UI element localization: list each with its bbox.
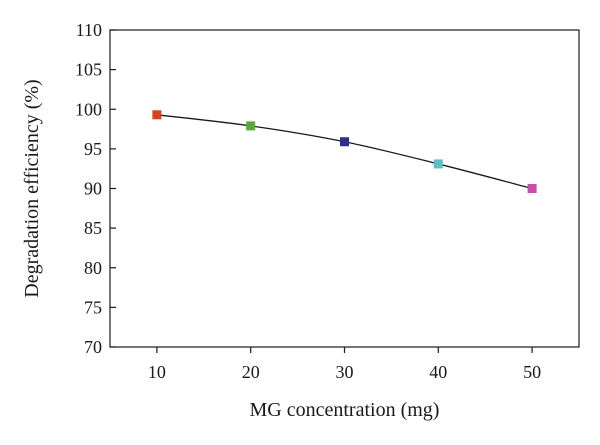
- y-axis: 70 75 80 85 90 95 100 105 110: [75, 20, 116, 357]
- y-tick-label: 100: [75, 99, 102, 119]
- y-tick-label: 90: [84, 179, 102, 199]
- x-axis: 10 20 30 40 50: [148, 347, 541, 382]
- x-tick-label: 20: [242, 362, 260, 382]
- y-tick-label: 75: [84, 297, 102, 317]
- data-point-marker: [340, 137, 349, 147]
- y-tick-label: 105: [75, 60, 102, 80]
- data-point-marker: [527, 184, 537, 193]
- x-tick-label: 10: [148, 362, 166, 382]
- y-tick-label: 70: [84, 337, 102, 357]
- x-tick-label: 40: [429, 362, 447, 382]
- y-tick-label: 85: [84, 218, 102, 238]
- x-axis-title: MG concentration (mg): [250, 399, 440, 421]
- series-layer: [152, 110, 537, 193]
- x-tick-label: 30: [336, 362, 354, 382]
- data-point-marker: [152, 110, 162, 120]
- y-tick-label: 110: [76, 20, 102, 40]
- plot-frame: [109, 29, 580, 348]
- series-line: [156, 114, 533, 190]
- data-point-marker: [433, 159, 443, 169]
- y-axis-title: Degradation efficiency (%): [21, 79, 43, 297]
- y-tick-label: 95: [84, 139, 102, 159]
- data-point-marker: [246, 121, 256, 131]
- y-tick-label: 80: [84, 258, 102, 278]
- x-tick-label: 50: [523, 362, 541, 382]
